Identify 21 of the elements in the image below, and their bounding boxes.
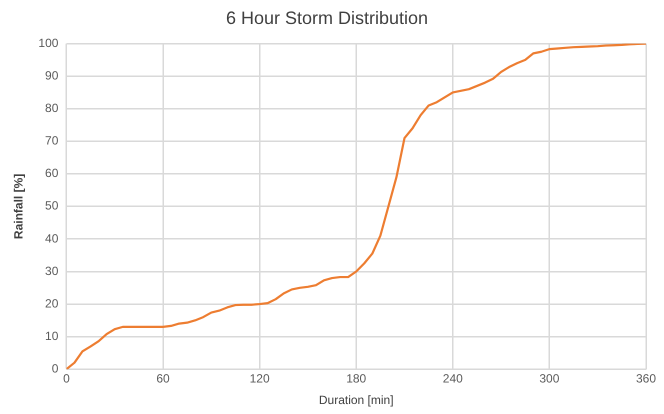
y-tick-label: 80: [45, 101, 59, 116]
y-tick-label: 100: [38, 36, 59, 50]
x-tick-label: 180: [346, 372, 367, 386]
x-tick-label: 300: [539, 372, 560, 386]
x-tick-label: 120: [250, 372, 270, 386]
y-tick-label: 30: [45, 264, 59, 278]
chart-title: 6 Hour Storm Distribution: [226, 8, 428, 28]
x-tick-label: 60: [156, 372, 170, 386]
y-tick-label: 20: [45, 296, 59, 310]
y-tick-label: 40: [45, 231, 59, 246]
x-tick-label: 240: [442, 372, 464, 386]
y-axis-title: Rainfall [%]: [12, 174, 26, 240]
y-tick-label: 10: [45, 328, 59, 343]
y-tick-label: 60: [45, 166, 59, 180]
y-tick-label: 90: [45, 68, 59, 82]
y-tick-label: 0: [52, 362, 59, 376]
x-axis-title: Duration [min]: [318, 393, 394, 408]
x-tick-label: 360: [636, 372, 656, 386]
y-tick-label: 50: [45, 198, 59, 213]
y-tick-label: 70: [45, 134, 59, 148]
x-tick-label: 0: [63, 372, 70, 386]
